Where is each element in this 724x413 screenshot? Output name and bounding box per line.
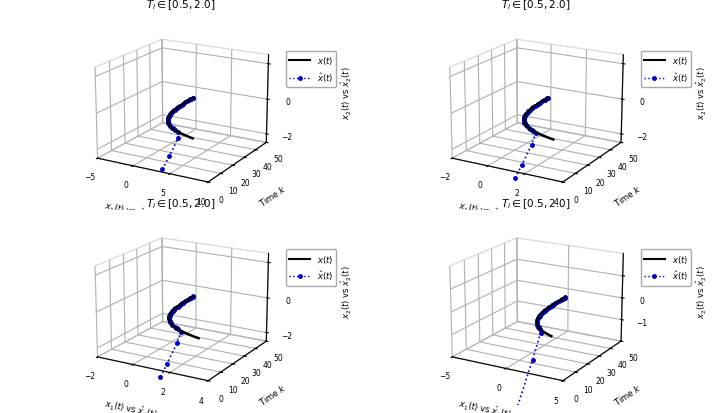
Legend: $x(t)$, $\hat{x}(t)$: $x(t)$, $\hat{x}(t)$ — [286, 52, 337, 88]
Title: $T_i \in [0.5, 2.0]$: $T_i \in [0.5, 2.0]$ — [146, 197, 216, 211]
Y-axis label: Time $k$: Time $k$ — [257, 381, 288, 407]
X-axis label: $x_1(t)$ vs $\hat{x}_1(t)$: $x_1(t)$ vs $\hat{x}_1(t)$ — [458, 396, 513, 413]
Legend: $x(t)$, $\hat{x}(t)$: $x(t)$, $\hat{x}(t)$ — [641, 52, 691, 88]
Title: $T_i \in [0.5, 2.0]$: $T_i \in [0.5, 2.0]$ — [501, 197, 571, 211]
Legend: $x(t)$, $\hat{x}(t)$: $x(t)$, $\hat{x}(t)$ — [286, 250, 337, 286]
X-axis label: $x_1(t)$ vs $\hat{x}_1(t)$: $x_1(t)$ vs $\hat{x}_1(t)$ — [458, 198, 513, 223]
Title: $T_i \in [0.5, 2.0]$: $T_i \in [0.5, 2.0]$ — [501, 0, 571, 12]
Legend: $x(t)$, $\hat{x}(t)$: $x(t)$, $\hat{x}(t)$ — [641, 250, 691, 286]
Y-axis label: Time $k$: Time $k$ — [612, 183, 643, 209]
X-axis label: $x_1(t)$ vs $\hat{x}_1(t)$: $x_1(t)$ vs $\hat{x}_1(t)$ — [103, 396, 158, 413]
Y-axis label: Time $k$: Time $k$ — [612, 381, 643, 407]
X-axis label: $x_1(t)$ vs $\hat{x}_1(t)$: $x_1(t)$ vs $\hat{x}_1(t)$ — [103, 198, 158, 223]
Title: $T_i \in [0.5, 2.0]$: $T_i \in [0.5, 2.0]$ — [146, 0, 216, 12]
Y-axis label: Time $k$: Time $k$ — [257, 183, 288, 209]
